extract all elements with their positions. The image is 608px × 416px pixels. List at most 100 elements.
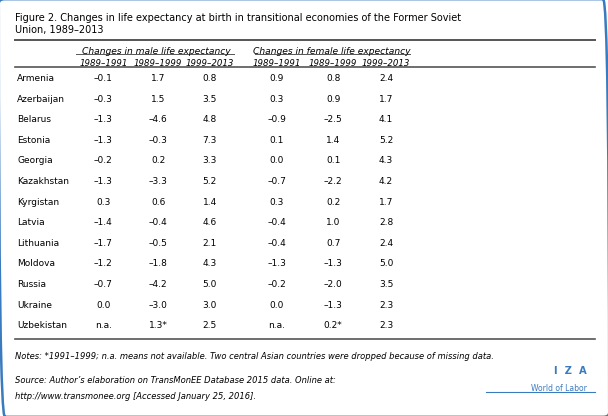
Text: Belarus: Belarus bbox=[17, 115, 51, 124]
Text: –0.5: –0.5 bbox=[148, 239, 168, 248]
Text: 2.3: 2.3 bbox=[379, 321, 393, 330]
Text: Uzbekistan: Uzbekistan bbox=[17, 321, 67, 330]
Text: http://www.transmonee.org [Accessed January 25, 2016].: http://www.transmonee.org [Accessed Janu… bbox=[15, 393, 256, 401]
Text: 1989–1991: 1989–1991 bbox=[252, 59, 301, 68]
Text: 1.4: 1.4 bbox=[202, 198, 217, 207]
Text: Latvia: Latvia bbox=[17, 218, 44, 227]
Text: World of Labor: World of Labor bbox=[531, 384, 587, 393]
Text: –1.3: –1.3 bbox=[323, 260, 343, 268]
Text: 1989–1999: 1989–1999 bbox=[134, 59, 182, 68]
Text: Kazakhstan: Kazakhstan bbox=[17, 177, 69, 186]
Text: 0.3: 0.3 bbox=[96, 198, 111, 207]
Text: 0.0: 0.0 bbox=[269, 156, 284, 166]
Text: 1.5: 1.5 bbox=[151, 94, 165, 104]
Text: 2.4: 2.4 bbox=[379, 74, 393, 83]
Text: I  Z  A: I Z A bbox=[554, 366, 587, 376]
Text: –2.5: –2.5 bbox=[324, 115, 342, 124]
Text: –1.7: –1.7 bbox=[94, 239, 113, 248]
Text: Changes in female life expectancy: Changes in female life expectancy bbox=[252, 47, 410, 56]
Text: 0.7: 0.7 bbox=[326, 239, 340, 248]
Text: 0.8: 0.8 bbox=[326, 74, 340, 83]
Text: Kyrgistan: Kyrgistan bbox=[17, 198, 59, 207]
Text: 3.5: 3.5 bbox=[202, 94, 217, 104]
Text: –0.9: –0.9 bbox=[267, 115, 286, 124]
Text: 4.3: 4.3 bbox=[379, 156, 393, 166]
Text: 4.6: 4.6 bbox=[202, 218, 217, 227]
Text: –1.4: –1.4 bbox=[94, 218, 112, 227]
Text: Georgia: Georgia bbox=[17, 156, 53, 166]
Text: –1.2: –1.2 bbox=[94, 260, 112, 268]
Text: 2.5: 2.5 bbox=[202, 321, 217, 330]
Text: –0.2: –0.2 bbox=[94, 156, 112, 166]
Text: –1.8: –1.8 bbox=[148, 260, 168, 268]
Text: 1.7: 1.7 bbox=[151, 74, 165, 83]
Text: Changes in male life expectancy: Changes in male life expectancy bbox=[82, 47, 231, 56]
Text: 3.0: 3.0 bbox=[202, 300, 217, 310]
Text: 0.2: 0.2 bbox=[326, 198, 340, 207]
Text: 0.0: 0.0 bbox=[96, 300, 111, 310]
Text: Notes: *1991–1999; n.a. means not available. Two central Asian countries were dr: Notes: *1991–1999; n.a. means not availa… bbox=[15, 352, 494, 361]
Text: Source: Author’s elaboration on TransMonEE Database 2015 data. Online at:: Source: Author’s elaboration on TransMon… bbox=[15, 376, 336, 385]
Text: –2.0: –2.0 bbox=[324, 280, 342, 289]
Text: 5.0: 5.0 bbox=[202, 280, 217, 289]
Text: 0.9: 0.9 bbox=[326, 94, 340, 104]
Text: 0.3: 0.3 bbox=[269, 198, 284, 207]
Text: 4.1: 4.1 bbox=[379, 115, 393, 124]
Text: 4.8: 4.8 bbox=[202, 115, 217, 124]
Text: –3.0: –3.0 bbox=[148, 300, 168, 310]
Text: n.a.: n.a. bbox=[95, 321, 112, 330]
Text: 3.3: 3.3 bbox=[202, 156, 217, 166]
Text: –0.4: –0.4 bbox=[149, 218, 167, 227]
Text: n.a.: n.a. bbox=[268, 321, 285, 330]
Text: 5.2: 5.2 bbox=[202, 177, 217, 186]
Text: –1.3: –1.3 bbox=[94, 177, 113, 186]
Text: 1.0: 1.0 bbox=[326, 218, 340, 227]
Text: –0.7: –0.7 bbox=[267, 177, 286, 186]
Text: –0.2: –0.2 bbox=[268, 280, 286, 289]
Text: 1989–1991: 1989–1991 bbox=[79, 59, 128, 68]
Text: 4.3: 4.3 bbox=[202, 260, 217, 268]
Text: 7.3: 7.3 bbox=[202, 136, 217, 145]
Text: –0.4: –0.4 bbox=[268, 218, 286, 227]
Text: –3.3: –3.3 bbox=[148, 177, 168, 186]
Text: 3.5: 3.5 bbox=[379, 280, 393, 289]
Text: Moldova: Moldova bbox=[17, 260, 55, 268]
Text: 0.2: 0.2 bbox=[151, 156, 165, 166]
Text: 1.4: 1.4 bbox=[326, 136, 340, 145]
Text: –0.3: –0.3 bbox=[148, 136, 168, 145]
Text: –0.4: –0.4 bbox=[268, 239, 286, 248]
Text: 0.1: 0.1 bbox=[269, 136, 284, 145]
Text: –4.6: –4.6 bbox=[149, 115, 167, 124]
Text: 5.2: 5.2 bbox=[379, 136, 393, 145]
Text: Union, 1989–2013: Union, 1989–2013 bbox=[15, 25, 104, 35]
Text: –1.3: –1.3 bbox=[94, 115, 113, 124]
Text: –2.2: –2.2 bbox=[324, 177, 342, 186]
Text: Lithuania: Lithuania bbox=[17, 239, 59, 248]
Text: Ukraine: Ukraine bbox=[17, 300, 52, 310]
Text: –1.3: –1.3 bbox=[267, 260, 286, 268]
Text: –0.7: –0.7 bbox=[94, 280, 113, 289]
Text: 5.0: 5.0 bbox=[379, 260, 393, 268]
Text: 0.0: 0.0 bbox=[269, 300, 284, 310]
Text: 0.8: 0.8 bbox=[202, 74, 217, 83]
Text: 0.6: 0.6 bbox=[151, 198, 165, 207]
Text: –1.3: –1.3 bbox=[94, 136, 113, 145]
Text: 2.4: 2.4 bbox=[379, 239, 393, 248]
Text: Figure 2. Changes in life expectancy at birth in transitional economies of the F: Figure 2. Changes in life expectancy at … bbox=[15, 13, 461, 23]
Text: –0.1: –0.1 bbox=[94, 74, 113, 83]
Text: 2.8: 2.8 bbox=[379, 218, 393, 227]
Text: –1.3: –1.3 bbox=[323, 300, 343, 310]
Text: 1999–2013: 1999–2013 bbox=[362, 59, 410, 68]
Text: Estonia: Estonia bbox=[17, 136, 50, 145]
Text: 1.3*: 1.3* bbox=[148, 321, 168, 330]
Text: –4.2: –4.2 bbox=[149, 280, 167, 289]
Text: 2.3: 2.3 bbox=[379, 300, 393, 310]
Text: 2.1: 2.1 bbox=[202, 239, 217, 248]
Text: 0.1: 0.1 bbox=[326, 156, 340, 166]
Text: Russia: Russia bbox=[17, 280, 46, 289]
Text: 1989–1999: 1989–1999 bbox=[309, 59, 358, 68]
Text: 0.9: 0.9 bbox=[269, 74, 284, 83]
Text: 0.2*: 0.2* bbox=[324, 321, 342, 330]
Text: Azerbaijan: Azerbaijan bbox=[17, 94, 65, 104]
Text: 4.2: 4.2 bbox=[379, 177, 393, 186]
